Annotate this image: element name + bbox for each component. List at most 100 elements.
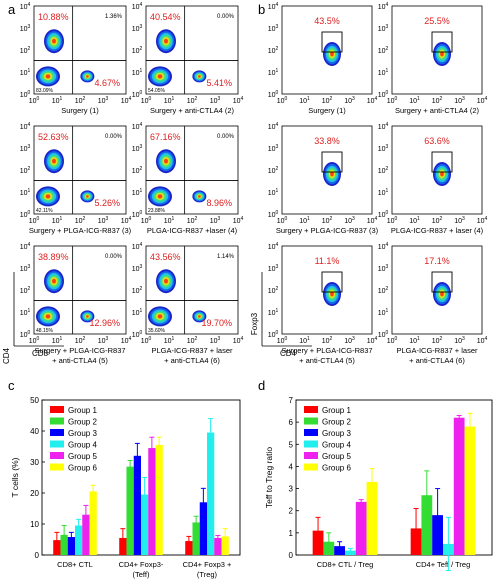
y-tick-label: 103 <box>378 264 389 273</box>
y-tick-label: 0 <box>289 551 294 560</box>
treg-percent: 33.8% <box>314 136 340 146</box>
quadrant-ul-percent: 43.56% <box>150 252 181 262</box>
x-tick-label: 102 <box>187 336 198 345</box>
y-tick-label: 103 <box>20 144 31 153</box>
category-label: CD4+ Foxp3- <box>119 560 164 569</box>
x-tick-label: 103 <box>344 336 355 345</box>
x-tick-label: 102 <box>322 96 333 105</box>
legend-label: Group 4 <box>322 441 351 450</box>
x-tick-label: 103 <box>454 336 465 345</box>
plot-caption: + anti-CTLA4 (5) <box>52 356 108 365</box>
plot-caption: + anti-CTLA4 (6) <box>164 356 220 365</box>
x-tick-label: 101 <box>409 216 420 225</box>
quadrant-ll-percent: 83.09% <box>36 88 54 94</box>
y-axis-title: T cells (%) <box>10 457 20 497</box>
population-double-negative-level <box>157 194 163 199</box>
x-tick-label: 101 <box>164 96 175 105</box>
legend-swatch <box>50 417 64 425</box>
legend-swatch <box>50 429 64 436</box>
y-tick-label: 100 <box>268 330 279 339</box>
category-label: CD8+ CTL / Treg <box>317 560 374 569</box>
y-tick-label: 101 <box>268 188 279 197</box>
legend-swatch <box>304 429 318 436</box>
panel-label-b: b <box>258 2 265 17</box>
y-tick-label: 102 <box>268 286 279 295</box>
quadrant-lr-percent: 5.41% <box>206 78 232 88</box>
x-tick-label: 103 <box>98 216 109 225</box>
panel-d-bar-chart-ratio: d 0 1 2 3 4 5 6 7 Teff to Treg ratio CD8+ CTL / Tr… <box>258 378 493 571</box>
panel-label-c: c <box>8 378 15 393</box>
plot-caption: Surgery + PLGA-ICG-R837 <box>34 346 125 355</box>
population-double-negative <box>148 306 172 327</box>
x-tick-label: 101 <box>409 96 420 105</box>
x-tick-label: 103 <box>454 216 465 225</box>
x-tick-label: 102 <box>322 216 333 225</box>
panel-b-flow-foxp3-cd4: b43.5%100100101101102102103103104104Surg… <box>250 2 488 365</box>
category-label: (Treg) <box>197 570 218 579</box>
bar-group-6 <box>221 536 229 555</box>
plot-caption: PLGA-ICG-R837 +laser (4) <box>147 226 238 235</box>
y-tick-label: 103 <box>132 24 143 33</box>
x-tick-label: 102 <box>322 336 333 345</box>
treg-gate-box <box>431 271 453 293</box>
population-cd4 <box>433 162 451 186</box>
legend-swatch <box>304 440 318 448</box>
x-tick-label: 104 <box>121 96 132 105</box>
y-tick-label: 50 <box>30 396 39 405</box>
treg-percent: 63.6% <box>424 136 450 146</box>
bar-group-6 <box>155 444 163 555</box>
category-label: CD4+ Foxp3 + <box>183 560 232 569</box>
treg-percent: 43.5% <box>314 16 340 26</box>
bar-group-3 <box>67 537 75 555</box>
y-tick-label: 100 <box>20 90 31 99</box>
population-double-negative-level <box>45 194 51 199</box>
population-cd4 <box>323 282 341 306</box>
population-cd4-level <box>52 158 56 164</box>
panel-a-flow-cd4-cd8: a 10.88% 1.36%4.67%83.09%10010010110110210… <box>2 2 244 365</box>
quadrant-ll-percent: 23.88% <box>148 208 166 214</box>
x-tick-label: 104 <box>121 336 132 345</box>
population-cd4-level <box>52 278 56 284</box>
legend-swatch <box>50 440 64 448</box>
quadrant-ur-percent: 0.00% <box>105 134 123 140</box>
y-tick-label: 103 <box>378 24 389 33</box>
flow-plot-3: 33.8%100100101101102102103103104104Surge… <box>268 122 379 235</box>
population-cd4 <box>323 42 341 66</box>
population-cd4-level <box>164 158 168 164</box>
y-tick-label: 104 <box>132 2 143 11</box>
population-cd8-level <box>85 195 89 198</box>
population-cd8 <box>192 70 207 83</box>
x-tick-label: 102 <box>75 216 86 225</box>
y-tick-label: 104 <box>132 242 143 251</box>
y-tick-label: 6 <box>289 418 294 427</box>
y-tick-label: 102 <box>20 46 31 55</box>
quadrant-lr-percent: 5.26% <box>94 198 120 208</box>
legend-label: Group 2 <box>68 418 97 427</box>
y-tick-label: 104 <box>268 2 279 11</box>
x-axis-title-cd8: CD8 <box>32 349 49 358</box>
x-tick-label: 100 <box>29 96 40 105</box>
legend-label: Group 6 <box>68 464 97 473</box>
plot-caption: + anti-CTLA4 (5) <box>299 356 355 365</box>
bar-group-5 <box>355 501 367 555</box>
x-tick-label: 101 <box>299 336 310 345</box>
x-tick-label: 101 <box>164 336 175 345</box>
x-tick-label: 102 <box>432 216 443 225</box>
y-tick-label: 102 <box>132 46 143 55</box>
x-tick-label: 103 <box>454 96 465 105</box>
population-cd4 <box>44 149 64 174</box>
bar-group-6 <box>89 491 97 555</box>
x-tick-label: 103 <box>344 96 355 105</box>
y-tick-label: 100 <box>378 90 389 99</box>
quadrant-lr-percent: 19.70% <box>201 318 232 328</box>
y-tick-label: 100 <box>20 330 31 339</box>
bar-group-5 <box>453 417 465 555</box>
x-tick-label: 100 <box>277 96 288 105</box>
x-tick-label: 102 <box>432 96 443 105</box>
x-tick-label: 100 <box>277 336 288 345</box>
flow-plot-6: 17.1%100100101101102102103103104104PLGA-… <box>378 242 488 365</box>
